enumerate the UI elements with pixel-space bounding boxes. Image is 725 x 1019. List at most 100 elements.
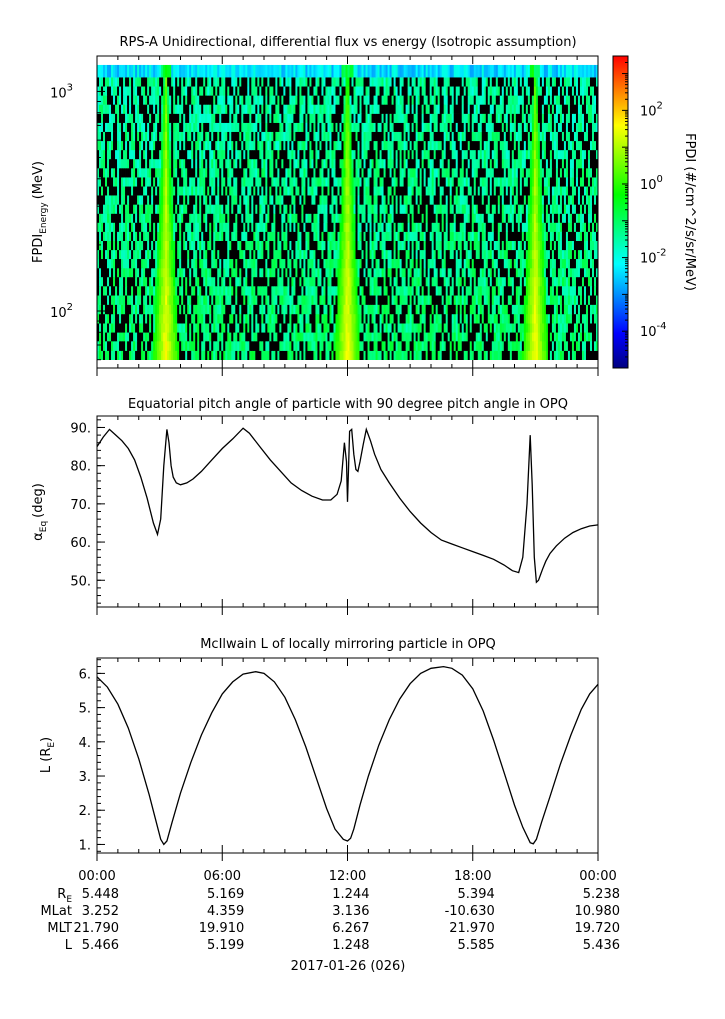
spectrogram-cell <box>575 231 579 241</box>
spectrogram-cell <box>391 186 394 196</box>
spectrogram-cell <box>423 186 427 196</box>
spectrogram-cell <box>113 350 116 360</box>
spectrogram-cell <box>441 195 445 205</box>
spectrogram-cell <box>561 341 565 351</box>
spectrogram-cell <box>357 313 360 324</box>
spectrogram-cell <box>291 258 294 269</box>
spectrogram-cell <box>353 267 356 278</box>
spectrogram-cell <box>397 276 400 287</box>
spectrogram-cell <box>207 323 210 333</box>
spectrogram-cell <box>385 222 388 232</box>
spectrogram-cell <box>561 332 565 342</box>
spectrogram-cell <box>505 341 509 351</box>
spectrogram-cell <box>335 204 338 214</box>
spectrogram-cell <box>391 267 394 278</box>
spectrogram-cell <box>141 195 144 205</box>
spectrogram-cell <box>563 323 567 333</box>
spectrogram-cell <box>575 249 579 260</box>
spectrogram-cell <box>285 222 288 232</box>
spectrogram-cell <box>119 249 122 260</box>
spectrogram-cell <box>171 323 174 333</box>
spectrogram-cell <box>261 249 264 260</box>
spectrogram-cell <box>231 341 234 351</box>
spectrogram-cell <box>239 295 242 305</box>
spectrogram-cell <box>517 332 521 342</box>
spectrogram-cell <box>575 350 579 360</box>
spectrogram-cell <box>453 323 457 333</box>
spectrogram-cell <box>105 213 108 223</box>
spectrogram-cell <box>265 213 268 223</box>
spectrogram-cell <box>567 258 571 269</box>
spectrogram-cell <box>173 304 176 315</box>
spectrogram-cell <box>393 285 396 296</box>
spectrogram-cell <box>357 295 360 305</box>
spectrogram-cell <box>535 304 539 315</box>
spectrogram-cell <box>201 295 204 305</box>
spectrogram-cell <box>445 177 449 187</box>
spectrogram-cell <box>509 267 513 278</box>
spectrogram-cell <box>277 195 280 205</box>
spectrogram-cell <box>447 240 451 251</box>
spectrogram-cell <box>203 332 206 342</box>
spectrogram-cell <box>455 231 459 241</box>
spectrogram-cell <box>367 285 370 296</box>
spectrogram-cell <box>439 177 443 187</box>
spectrogram-cell <box>223 341 226 351</box>
spectrogram-cell <box>447 195 451 205</box>
spectrogram-cell <box>163 341 166 351</box>
spectrogram-cell <box>589 213 593 223</box>
spectrogram-cell <box>453 213 457 223</box>
spectrogram-cell <box>587 323 591 333</box>
spectrogram-cell <box>119 213 122 223</box>
spectrogram-cell <box>433 267 437 278</box>
spectrogram-cell <box>555 285 559 296</box>
spectrogram-cell <box>333 276 336 287</box>
spectrogram-cell <box>273 350 276 360</box>
spectrogram-cell <box>431 304 435 315</box>
spectrogram-cell <box>183 204 186 214</box>
spectrogram-cell <box>237 213 240 223</box>
spectrogram-cell <box>153 177 156 187</box>
spectrogram-cell <box>193 313 196 324</box>
spectrogram-cell <box>439 332 443 342</box>
spectrogram-cell <box>535 295 539 305</box>
spectrogram-cell <box>133 304 136 315</box>
spectrogram-cell <box>331 240 334 251</box>
spectrogram-cell <box>153 304 156 315</box>
spectrogram-cell <box>279 195 282 205</box>
spectrogram-cell <box>435 249 439 260</box>
spectrogram-cell <box>285 249 288 260</box>
spectrogram-cell <box>283 350 286 360</box>
spectrogram-cell <box>127 341 130 351</box>
spectrogram-cell <box>165 258 168 269</box>
spectrogram-cell <box>565 295 569 305</box>
spectrogram-cell <box>109 258 112 269</box>
spectrogram-cell <box>175 313 178 324</box>
spectrogram-cell <box>493 276 497 287</box>
spectrogram-cell <box>401 222 405 232</box>
spectrogram-cell <box>347 350 350 360</box>
spectrogram-cell <box>591 267 595 278</box>
spectrogram-cell <box>453 195 457 205</box>
spectrogram-cell <box>557 249 561 260</box>
spectrogram-cell <box>553 258 557 269</box>
spectrogram-cell <box>569 341 573 351</box>
spectrogram-cell <box>443 341 447 351</box>
spectrogram-cell <box>511 323 515 333</box>
spectrogram-cell <box>193 304 196 315</box>
spectrogram-cell <box>569 195 573 205</box>
spectrogram-cell <box>533 258 537 269</box>
spectrogram-cell <box>381 231 384 241</box>
spectrogram-cell <box>371 304 374 315</box>
spectrogram-cell <box>227 313 230 324</box>
spectrogram-cell <box>433 350 437 360</box>
spectrogram-cell <box>491 323 495 333</box>
spectrogram-cell <box>213 204 216 214</box>
spectrogram-cell <box>445 213 449 223</box>
spectrogram-cell <box>175 295 178 305</box>
spectrogram-cell <box>119 231 122 241</box>
spectrogram-cell <box>145 249 148 260</box>
spectrogram-cell <box>255 204 258 214</box>
spectrogram-cell <box>501 177 505 187</box>
spectrogram-cell <box>339 249 342 260</box>
